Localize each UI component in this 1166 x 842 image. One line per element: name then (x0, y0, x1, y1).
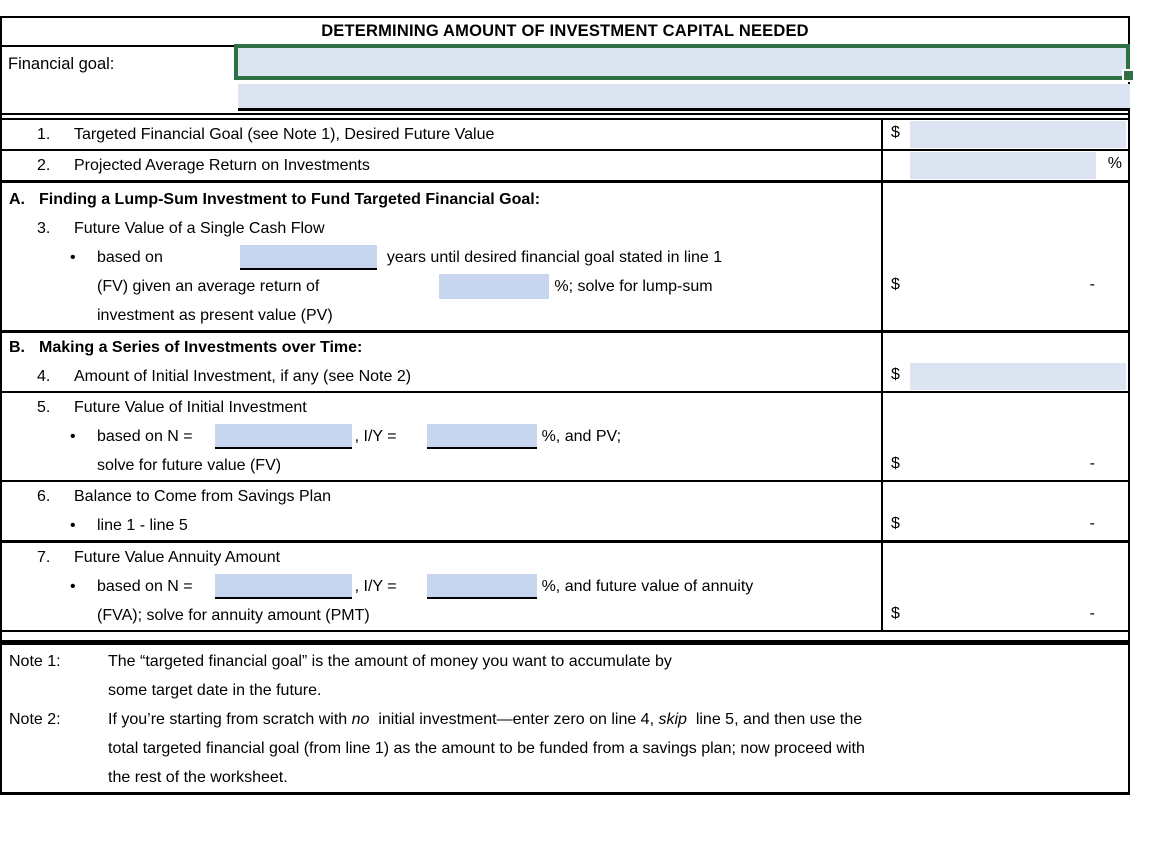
line4-number: 4. (37, 367, 51, 385)
note1-text-line1: The “targeted financial goal” is the amo… (108, 652, 672, 670)
line3-number: 3. (37, 219, 51, 237)
sectionA-line3-description-cell: A. Finding a Lump-Sum Investment to Fund… (2, 183, 883, 330)
worksheet-sheet: DETERMINING AMOUNT OF INVESTMENT CAPITAL… (0, 16, 1135, 795)
note1-label: Note 1: (9, 652, 61, 670)
line4-label: Amount of Initial Investment, if any (se… (74, 367, 412, 385)
line3-currency-symbol: $ (891, 276, 900, 293)
line3-based-on-text: based on (97, 248, 163, 266)
sectionB-heading: Making a Series of Investments over Time… (39, 338, 363, 356)
line2-value-input[interactable] (910, 152, 1096, 179)
line5-iy-text: , I/Y = (354, 427, 397, 445)
line7-bullet: • (70, 577, 76, 595)
note2-text-line2: total targeted financial goal (from line… (108, 739, 865, 757)
line1-currency-symbol: $ (891, 124, 900, 141)
line5-description-cell: 5. Future Value of Initial Investment • … (2, 393, 883, 480)
note2-text-line3: the rest of the worksheet. (108, 768, 288, 786)
table-row-line7: 7. Future Value Annuity Amount • based o… (2, 543, 1128, 632)
table-row-line6: 6. Balance to Come from Savings Plan • l… (2, 482, 1128, 543)
selection-fill-handle[interactable] (1122, 69, 1135, 82)
line2-number: 2. (37, 156, 51, 174)
line6-currency-symbol: $ (891, 515, 900, 532)
line5-iy-input[interactable] (426, 424, 537, 449)
line5-computed-value: - (1089, 455, 1095, 472)
worksheet-title: DETERMINING AMOUNT OF INVESTMENT CAPITAL… (2, 18, 1128, 47)
line7-iy-input[interactable] (426, 574, 537, 599)
note1-block: Note 1: The “targeted financial goal” is… (2, 647, 1128, 705)
line1-description-cell: 1. Targeted Financial Goal (see Note 1),… (2, 120, 883, 149)
financial-goal-label: Financial goal: (8, 55, 115, 73)
line1-label: Targeted Financial Goal (see Note 1), De… (74, 125, 495, 143)
line3-computed-value: - (1089, 276, 1095, 293)
sectionB-line4-description-cell: B. Making a Series of Investments over T… (2, 333, 883, 391)
sectionB-letter: B. (9, 338, 25, 356)
line5-number: 5. (37, 398, 51, 416)
line6-computed-value: - (1089, 515, 1095, 532)
line2-percent-symbol: % (1107, 155, 1122, 172)
line7-n-text: based on N = (97, 577, 193, 595)
line5-n-text: based on N = (97, 427, 193, 445)
double-rule-divider (2, 113, 1128, 120)
table-row-sectionA-line3: A. Finding a Lump-Sum Investment to Fund… (2, 183, 1128, 333)
table-row-line1: 1. Targeted Financial Goal (see Note 1),… (2, 120, 1128, 151)
line1-value-cell: $ (883, 120, 1128, 149)
line6-label: Balance to Come from Savings Plan (74, 487, 332, 505)
line2-value-cell: % (883, 151, 1128, 180)
line2-description-cell: 2. Projected Average Return on Investmen… (2, 151, 883, 180)
note2-label: Note 2: (9, 710, 61, 728)
line1-number: 1. (37, 125, 51, 143)
line3-tail-text: investment as present value (PV) (97, 306, 333, 324)
table-row-sectionB-line4: B. Making a Series of Investments over T… (2, 333, 1128, 393)
line5-bullet: • (70, 427, 76, 445)
line2-label: Projected Average Return on Investments (74, 156, 370, 174)
line6-formula-text: line 1 - line 5 (97, 516, 188, 534)
line3-value-cell: $ - (883, 183, 1128, 330)
sectionA-letter: A. (9, 190, 25, 208)
line7-computed-value: - (1089, 605, 1095, 622)
line5-n-input[interactable] (214, 424, 352, 449)
line6-bullet: • (70, 516, 76, 534)
line4-currency-symbol: $ (891, 366, 900, 383)
note2-text-line1: If you’re starting from scratch with no … (108, 710, 863, 728)
line5-value-cell: $ - (883, 393, 1128, 480)
line5-label: Future Value of Initial Investment (74, 398, 307, 416)
table-row-line5: 5. Future Value of Initial Investment • … (2, 393, 1128, 482)
notes-top-rule (2, 632, 1128, 645)
line6-description-cell: 6. Balance to Come from Savings Plan • l… (2, 482, 883, 540)
line6-number: 6. (37, 487, 51, 505)
note1-text-line2: some target date in the future. (108, 681, 322, 699)
financial-goal-section: Financial goal: (2, 44, 1135, 113)
line3-years-input[interactable] (239, 245, 377, 270)
line7-n-input[interactable] (214, 574, 352, 599)
line7-suffix-text: %, and future value of annuity (541, 577, 754, 595)
financial-goal-input-selected-cell[interactable] (234, 44, 1130, 80)
line5-tail-text: solve for future value (FV) (97, 456, 282, 474)
line3-return-input[interactable] (439, 274, 550, 299)
notes-section: Note 1: The “targeted financial goal” is… (2, 645, 1128, 792)
line4-value-cell: $ (883, 333, 1128, 391)
line7-currency-symbol: $ (891, 605, 900, 622)
line3-bullet: • (70, 248, 76, 266)
line4-value-input[interactable] (910, 363, 1126, 390)
line3-label: Future Value of a Single Cash Flow (74, 219, 325, 237)
line7-number: 7. (37, 548, 51, 566)
financial-goal-input-second-cell[interactable] (238, 84, 1130, 111)
line7-iy-text: , I/Y = (354, 577, 397, 595)
line5-suffix-text: %, and PV; (541, 427, 622, 445)
line7-value-cell: $ - (883, 543, 1128, 630)
line1-value-input[interactable] (910, 121, 1126, 148)
line6-value-cell: $ - (883, 482, 1128, 540)
sectionA-heading: Finding a Lump-Sum Investment to Fund Ta… (39, 190, 541, 208)
line3-return-suffix-text: %; solve for lump-sum (554, 277, 713, 295)
table-row-line2: 2. Projected Average Return on Investmen… (2, 151, 1128, 183)
line7-description-cell: 7. Future Value Annuity Amount • based o… (2, 543, 883, 630)
line7-label: Future Value Annuity Amount (74, 548, 281, 566)
note2-block: Note 2: If you’re starting from scratch … (2, 705, 1128, 792)
line3-years-suffix-text: years until desired financial goal state… (386, 248, 723, 266)
line5-currency-symbol: $ (891, 455, 900, 472)
line3-return-text: (FV) given an average return of (97, 277, 320, 295)
line7-tail-text: (FVA); solve for annuity amount (PMT) (97, 606, 370, 624)
